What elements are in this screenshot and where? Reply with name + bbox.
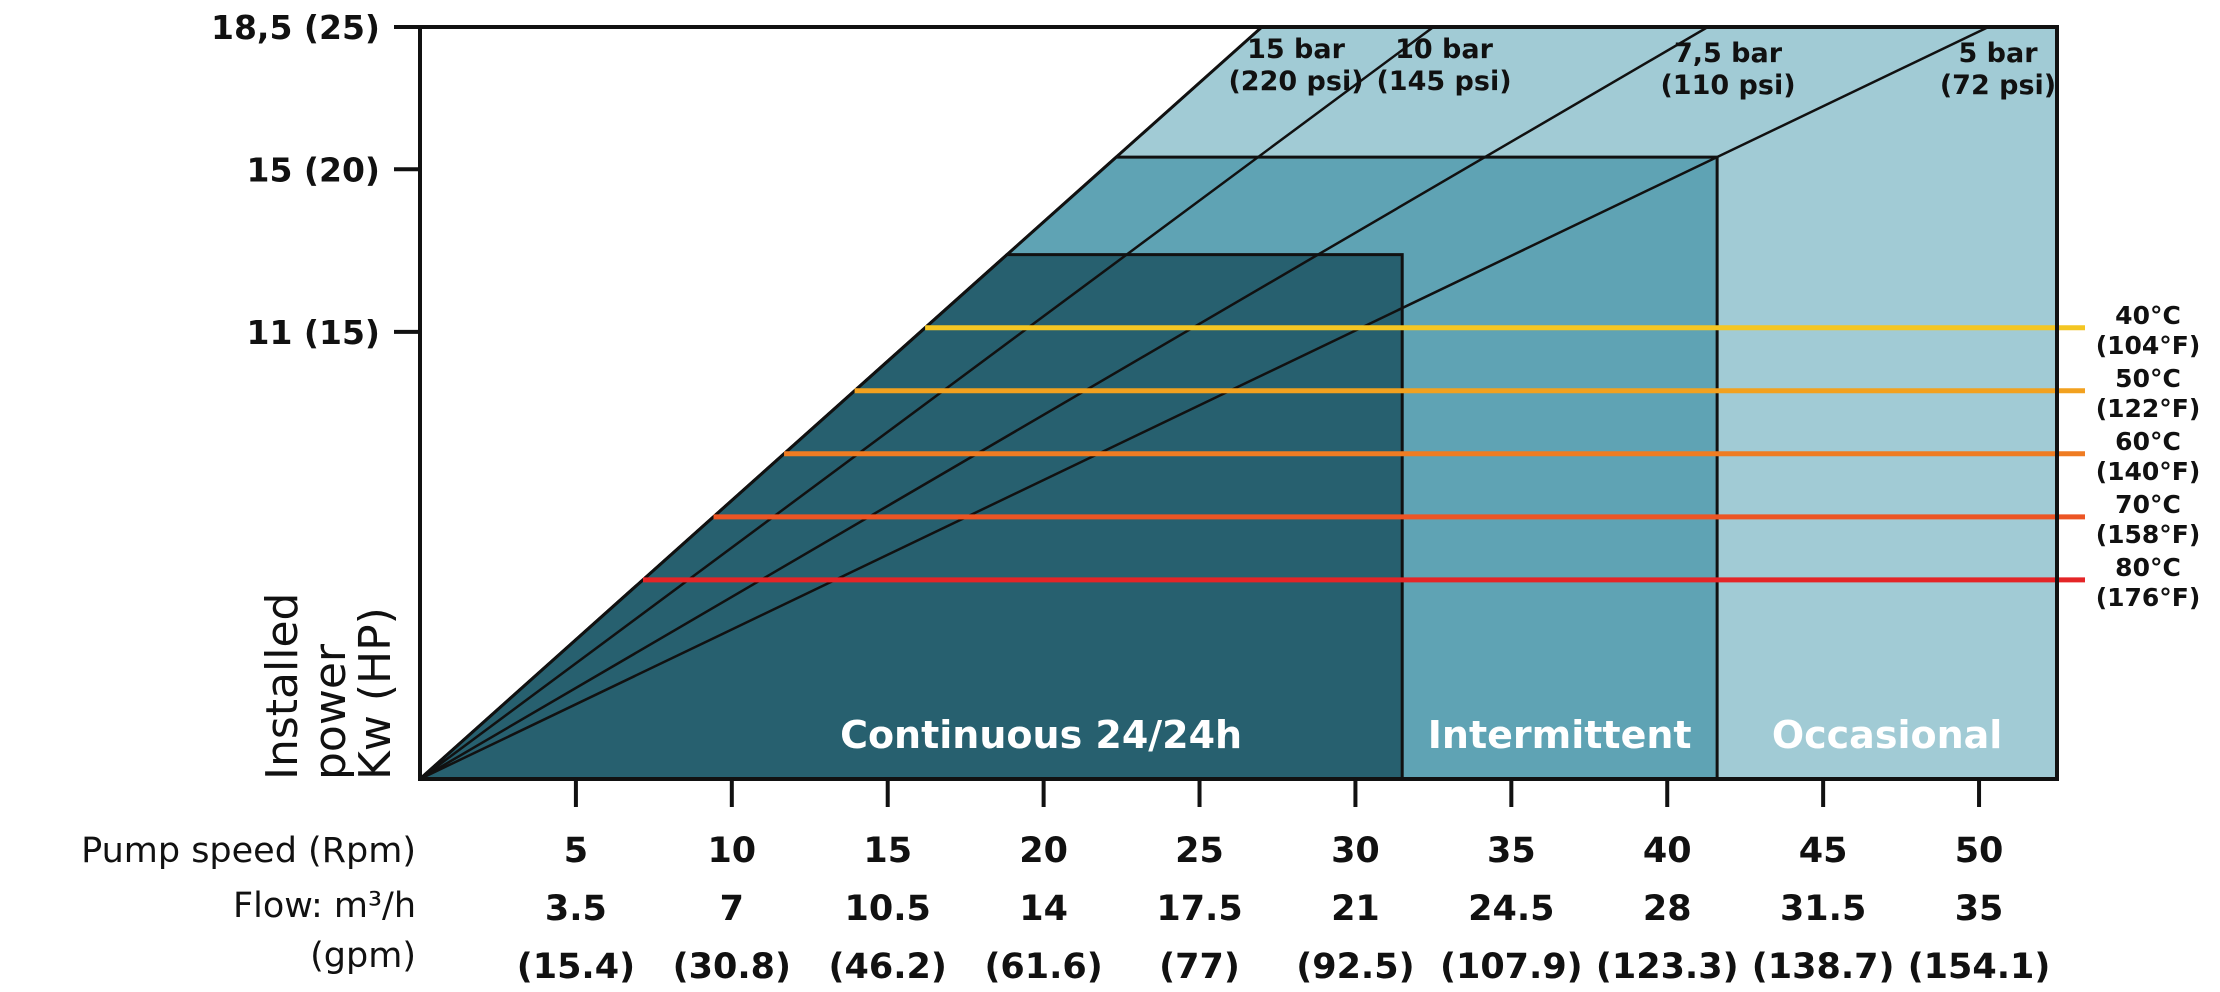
x-flow-label-9: 31.5 [1780,889,1866,929]
x-flow-label-4: 14 [1019,889,1068,929]
pressure-line-4 [420,27,1989,779]
zone-label-intermittent: Intermittent [1428,713,1692,757]
x-flow-label-1: 3.5 [545,889,607,929]
temperature-label-1-c: 40°C [2115,301,2181,330]
pressure-line-3 [420,27,1709,779]
x-speed-label-2: 10 [707,831,756,871]
x-gpm-label-2: (30.8) [673,947,791,987]
y-axis-label-line-2: power [305,643,356,780]
temperature-label-1-f: (104°F) [2096,331,2201,360]
x-speed-label-3: 15 [863,831,912,871]
temperature-label-4-f: (158°F) [2096,520,2201,549]
x-flow-label-7: 24.5 [1468,889,1554,929]
y-axis-label-line-3: Kw (HP) [350,607,401,780]
pressure-label-2-bar: 10 bar [1395,34,1494,65]
y-tick-label-3: 11 (15) [247,313,381,352]
x-flow-label-10: 35 [1955,889,2004,929]
x-gpm-label-9: (138.7) [1752,947,1895,987]
temperature-label-3-f: (140°F) [2096,457,2201,486]
x-flow-label-6: 21 [1331,889,1380,929]
x-speed-label-5: 25 [1175,831,1224,871]
x-gpm-label-8: (123.3) [1596,947,1739,987]
temperature-label-2-c: 50°C [2115,364,2181,393]
temperature-label-2-f: (122°F) [2096,394,2201,423]
temperature-label-3-c: 60°C [2115,427,2181,456]
pressure-label-1-bar: 15 bar [1247,34,1346,65]
x-gpm-label-10: (154.1) [1908,947,2051,987]
x-speed-label-8: 40 [1643,831,1692,871]
x-gpm-label-6: (92.5) [1296,947,1414,987]
x-gpm-label-5: (77) [1159,947,1240,987]
x-gpm-label-7: (107.9) [1440,947,1583,987]
pressure-line-1 [420,27,1263,779]
x-gpm-label-3: (46.2) [829,947,947,987]
pressure-label-4-psi: (72 psi) [1940,70,2056,101]
x-flow-label-8: 28 [1643,889,1692,929]
temperature-label-5-f: (176°F) [2096,583,2201,612]
pressure-label-3-bar: 7,5 bar [1674,38,1783,69]
pressure-label-3-psi: (110 psi) [1660,70,1795,101]
x-gpm-label-1: (15.4) [517,947,635,987]
x-speed-label-4: 20 [1019,831,1068,871]
x-flow-label-3: 10.5 [845,889,931,929]
plot-area [420,27,2057,779]
x-speed-label-6: 30 [1331,831,1380,871]
pressure-label-2-psi: (145 psi) [1376,66,1511,97]
x-speed-label-10: 50 [1955,831,2004,871]
x-speed-label-9: 45 [1799,831,1848,871]
pressure-line-2 [420,27,1435,779]
pressure-label-4-bar: 5 bar [1958,38,2038,69]
x-gpm-label-4: (61.6) [984,947,1102,987]
temperature-label-4-c: 70°C [2115,490,2181,519]
y-tick-label-1: 18,5 (25) [211,8,380,47]
zone-label-continuous-24-24h: Continuous 24/24h [840,713,1242,757]
pressure-label-1-psi: (220 psi) [1228,66,1363,97]
x-speed-label-1: 5 [564,831,588,871]
x-row-label-gpm: (gpm) [310,936,416,976]
zone-label-occasional: Occasional [1772,713,2002,757]
y-axis-label-line-1: Installed [257,593,308,780]
x-flow-label-5: 17.5 [1156,889,1242,929]
temperature-label-5-c: 80°C [2115,553,2181,582]
plot-frame [418,25,2059,781]
x-speed-label-7: 35 [1487,831,1536,871]
y-tick-label-2: 15 (20) [247,150,381,189]
x-flow-label-2: 7 [720,889,744,929]
x-row-label-speed: Pump speed (Rpm) [81,831,416,871]
x-row-label-flow: Flow: m³/h [233,886,416,926]
